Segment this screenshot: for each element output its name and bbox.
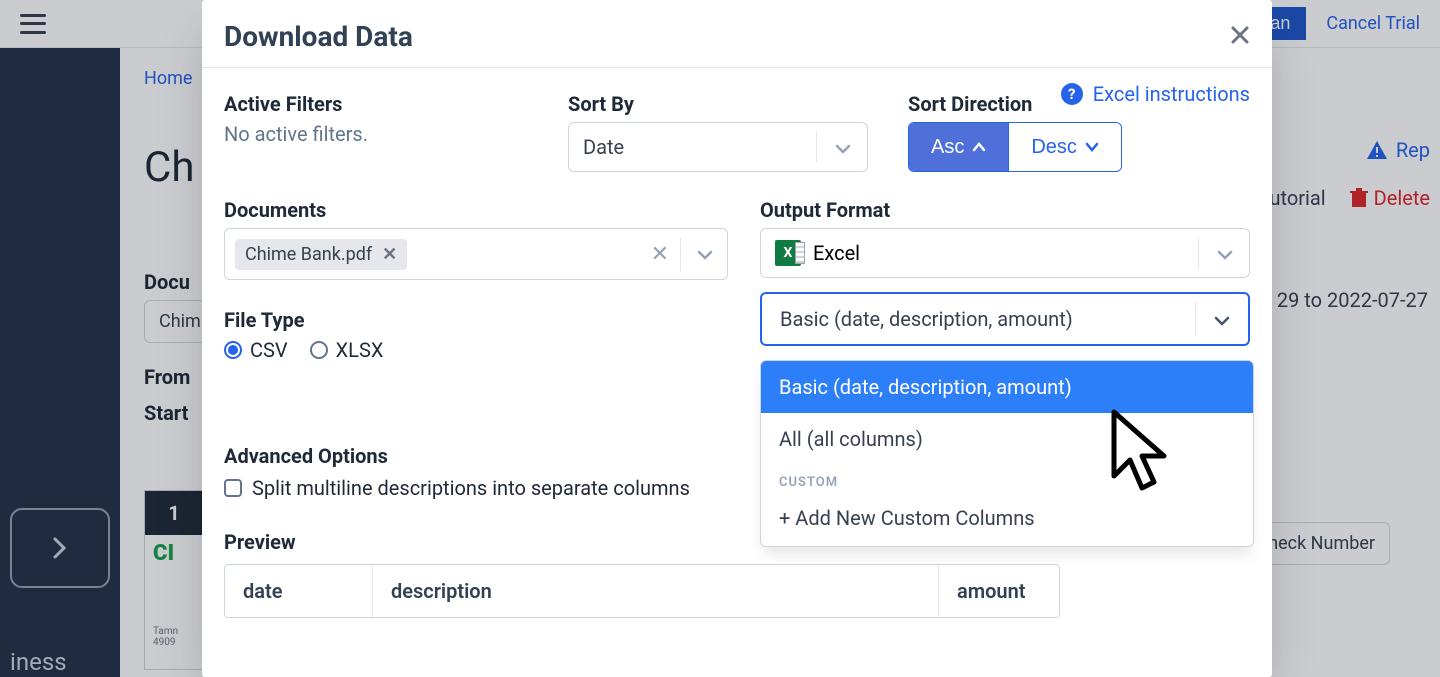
active-filters-label: Active Filters (224, 92, 568, 116)
sort-asc-button[interactable]: Asc (909, 123, 1008, 171)
column-format-dropdown: Basic (date, description, amount) All (a… (760, 360, 1254, 547)
chevron-down-icon (1214, 307, 1230, 331)
modal-title: Download Data (224, 20, 413, 53)
document-chip: Chime Bank.pdf ✕ (235, 239, 407, 270)
documents-label: Documents (224, 198, 728, 222)
file-type-label: File Type (224, 308, 728, 332)
documents-select[interactable]: Chime Bank.pdf ✕ ✕ (224, 228, 728, 280)
dropdown-option-basic[interactable]: Basic (date, description, amount) (761, 361, 1253, 413)
dropdown-group-custom: CUSTOM (761, 465, 1253, 494)
split-multiline-label: Split multiline descriptions into separa… (252, 476, 690, 500)
column-format-select[interactable]: Basic (date, description, amount) (760, 292, 1250, 346)
chip-remove-icon[interactable]: ✕ (382, 244, 397, 265)
sort-by-value: Date (583, 135, 624, 159)
preview-label: Preview (224, 530, 728, 554)
dropdown-add-custom-columns[interactable]: + Add New Custom Columns (761, 494, 1253, 546)
modal-header: Download Data (202, 0, 1272, 68)
modal-close-button[interactable] (1230, 22, 1250, 52)
radio-unchecked-icon (310, 341, 328, 359)
active-filters-status: No active filters. (224, 122, 568, 146)
radio-checked-icon (224, 341, 242, 359)
sort-by-label: Sort By (568, 92, 908, 116)
clear-documents-icon[interactable]: ✕ (651, 242, 669, 267)
chevron-down-icon (697, 245, 713, 264)
excel-icon (775, 240, 801, 266)
sort-desc-button[interactable]: Desc (1009, 123, 1121, 171)
close-icon (1230, 25, 1250, 45)
file-type-xlsx-option[interactable]: XLSX (310, 338, 384, 362)
chevron-down-icon (1085, 142, 1099, 152)
excel-instructions-link[interactable]: ? Excel instructions (1061, 82, 1250, 106)
output-format-value: Excel (813, 241, 860, 265)
sort-by-select[interactable]: Date (568, 122, 868, 172)
chevron-down-icon (835, 135, 851, 159)
preview-col-date: date (225, 565, 373, 617)
chevron-down-icon (1217, 241, 1233, 265)
download-data-modal: Download Data ? Excel instructions Activ… (202, 0, 1272, 677)
help-icon: ? (1061, 83, 1083, 105)
advanced-options-label: Advanced Options (224, 444, 728, 468)
column-format-value: Basic (date, description, amount) (780, 307, 1073, 331)
split-multiline-checkbox[interactable] (224, 479, 242, 497)
file-type-csv-option[interactable]: CSV (224, 338, 288, 362)
chevron-up-icon (972, 142, 986, 152)
document-chip-label: Chime Bank.pdf (245, 244, 372, 265)
dropdown-option-all[interactable]: All (all columns) (761, 413, 1253, 465)
sort-direction-toggle: Asc Desc (908, 122, 1122, 172)
excel-instructions-label: Excel instructions (1093, 82, 1250, 106)
output-format-label: Output Format (760, 198, 1250, 222)
output-format-select[interactable]: Excel (760, 228, 1250, 278)
